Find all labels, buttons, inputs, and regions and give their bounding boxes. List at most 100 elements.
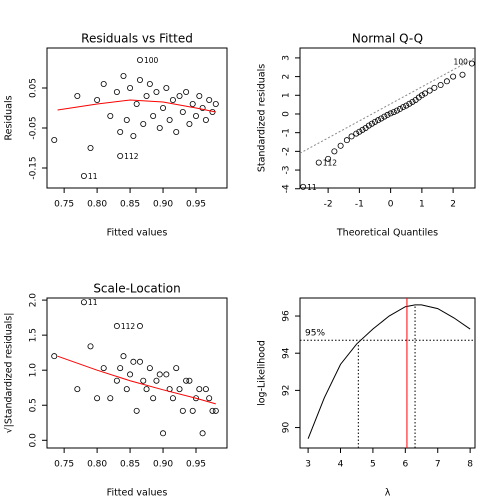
point (337, 142, 344, 149)
point (193, 395, 200, 402)
x-tick-label: 0 (388, 200, 394, 210)
point (459, 71, 466, 78)
point (173, 365, 180, 372)
point-label: 11 (88, 298, 98, 307)
point (378, 115, 385, 122)
x-tick-label: 0.75 (54, 200, 74, 210)
y-tick-label: -1 (282, 128, 292, 137)
y-tick-label: -0.15 (29, 156, 39, 179)
point (87, 144, 94, 151)
y-axis-label: Residuals (4, 95, 15, 140)
point (179, 407, 186, 414)
point (176, 93, 183, 100)
point (202, 386, 209, 393)
point (156, 125, 163, 132)
point (130, 132, 137, 139)
point (390, 109, 397, 116)
point-label: 100 (454, 58, 469, 67)
point (450, 73, 457, 80)
y-tick-label: 1.5 (29, 328, 39, 342)
point (123, 117, 130, 124)
point (426, 87, 433, 94)
point (136, 323, 143, 330)
point (179, 109, 186, 116)
point (127, 371, 134, 378)
x-tick-label: -1 (355, 200, 364, 210)
point (212, 407, 219, 414)
point (406, 100, 413, 107)
x-tick-label: 0.90 (153, 460, 173, 470)
point (74, 386, 81, 393)
point (117, 365, 124, 372)
point (136, 57, 143, 64)
x-tick-label: 1 (419, 200, 425, 210)
point (189, 101, 196, 108)
point (381, 113, 388, 120)
point (51, 353, 58, 360)
y-tick-label: 90 (282, 422, 292, 434)
point (160, 105, 167, 112)
point (371, 118, 378, 125)
point (120, 73, 127, 80)
point (348, 133, 355, 140)
point (403, 102, 410, 109)
point (331, 148, 338, 155)
smooth-line (57, 99, 216, 113)
point (359, 126, 366, 133)
point (117, 152, 124, 159)
x-tick-label: 0.80 (87, 460, 107, 470)
x-tick-label: 0.85 (120, 460, 140, 470)
y-tick-label: 3 (282, 55, 292, 61)
y-axis-label: log-Likelihood (257, 340, 268, 406)
x-tick-label: 0.90 (153, 200, 173, 210)
point (437, 82, 444, 89)
y-tick-label: 2 (282, 74, 292, 80)
point-label: 112 (124, 152, 139, 161)
point-label: 11 (88, 172, 98, 181)
point (169, 395, 176, 402)
point (160, 430, 167, 437)
x-tick-label: 0.85 (120, 200, 140, 210)
panel-title: Residuals vs Fitted (81, 32, 193, 46)
plot-frame (46, 47, 228, 189)
x-tick-label: 0.75 (54, 460, 74, 470)
y-tick-label: 96 (282, 310, 292, 322)
point (365, 122, 372, 129)
reference-line (299, 57, 476, 154)
plot-frame (46, 297, 228, 449)
y-tick-label: -3 (282, 166, 292, 175)
point (150, 395, 157, 402)
point (113, 323, 120, 330)
point (153, 89, 160, 96)
x-tick-label: 8 (467, 460, 473, 470)
x-tick-label: -2 (324, 200, 333, 210)
point (206, 395, 213, 402)
point (418, 92, 425, 99)
point (468, 60, 475, 67)
point (396, 105, 403, 112)
point-label: 112 (121, 322, 136, 331)
loglik-curve (307, 304, 471, 439)
point (183, 377, 190, 384)
x-tick-label: 0.95 (186, 460, 206, 470)
point (199, 105, 206, 112)
point (368, 120, 375, 127)
point (196, 93, 203, 100)
point (120, 353, 127, 360)
x-tick-label: 7 (435, 460, 441, 470)
point (150, 113, 157, 120)
point (143, 93, 150, 100)
point (136, 77, 143, 84)
y-tick-label: -2 (282, 147, 292, 156)
point (387, 110, 394, 117)
point (393, 107, 400, 114)
plot-frame (299, 47, 476, 189)
x-axis-label: Fitted values (107, 228, 168, 239)
y-tick-label: 94 (282, 347, 292, 359)
point (156, 371, 163, 378)
point (186, 121, 193, 128)
x-tick-label: 0.95 (186, 200, 206, 210)
y-tick-label: 0 (282, 111, 292, 117)
point (325, 155, 332, 162)
plot-frame (299, 297, 476, 449)
